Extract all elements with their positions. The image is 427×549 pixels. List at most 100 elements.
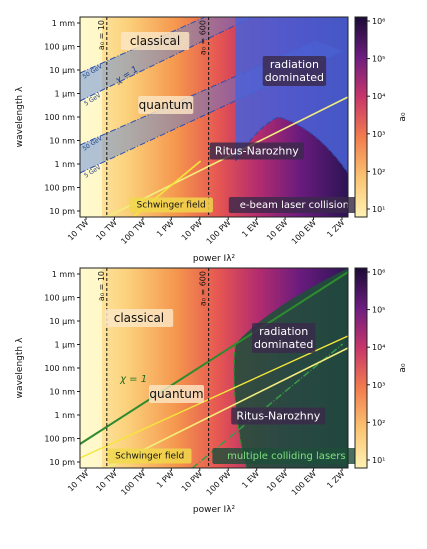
x-tick-label-3: 1 PW (155, 218, 176, 239)
region-label-bg-0 (104, 309, 174, 327)
x-tick-label-4: 10 PW (180, 469, 204, 493)
colorbar-label: a₀ (398, 363, 408, 373)
y-tick-label-2: 10 μm (49, 66, 75, 75)
panel-top: a₀ = 10 a₀ = 600 classical quantum radiation… (15, 16, 408, 264)
vline-label-0: a₀ = 10 (97, 271, 106, 301)
x-axis-label: power Iλ² (193, 254, 236, 264)
x-tick-label-3: 1 PW (155, 469, 176, 490)
region-label-bg-1 (138, 96, 194, 114)
colorbar-tick-label-4: 10² (372, 167, 385, 176)
x-tick-label-2: 100 TW (119, 469, 147, 497)
colorbar-tick-label-0: 10⁶ (372, 268, 385, 277)
x-tick-label-6: 1 EW (240, 218, 261, 239)
colorbar (354, 16, 368, 218)
x-tick-label-1: 10 TW (94, 218, 118, 242)
y-tick-label-6: 1 nm (55, 411, 76, 420)
region-label-bg-2 (262, 56, 327, 86)
x-tick-label-0: 10 TW (66, 218, 90, 242)
x-tick-label-0: 10 TW (66, 469, 90, 493)
x-tick-label-5: 100 PW (205, 218, 233, 246)
region-label-0: classical (114, 311, 164, 325)
chi-label: χ = 1 (119, 374, 147, 385)
y-tick-label-6: 1 nm (55, 160, 76, 169)
colorbar-tick-label-3: 10³ (372, 381, 385, 390)
region-label-bg-5 (212, 448, 361, 464)
region-label-4: Schwinger field (137, 201, 206, 211)
x-tick-label-6: 1 EW (240, 469, 261, 490)
x-tick-label-5: 100 PW (205, 469, 233, 497)
radiation-boundary (234, 116, 348, 174)
low-a0-strip (80, 268, 102, 468)
x-axis-label: power Iλ² (193, 505, 236, 515)
y-tick-label-0: 1 mm (52, 270, 75, 279)
vline-label-0: a₀ = 10 (97, 20, 106, 50)
region-label-3: Ritus-Narozhny (236, 410, 320, 423)
colorbar-tick-label-5: 10¹ (372, 205, 385, 214)
ritus-narozhny-line (106, 347, 348, 468)
region-label-bg-3 (209, 142, 304, 160)
x-tick-label-8: 100 EW (290, 469, 318, 497)
y-tick-label-8: 10 pm (49, 207, 75, 216)
x-tick-label-9: 1 ZW (325, 469, 346, 490)
x-tick-label-8: 100 EW (290, 218, 318, 246)
y-tick-label-1: 100 μm (44, 43, 75, 52)
colorbar-tick-label-1: 10⁵ (372, 55, 385, 64)
y-tick-label-5: 10 nm (49, 137, 75, 146)
colorbar-tick-label-2: 10⁴ (372, 92, 385, 101)
region-label-3: Ritus-Narozhny (215, 145, 299, 158)
x-tick-label-7: 10 EW (265, 218, 290, 243)
y-tick-label-8: 10 pm (49, 458, 75, 467)
colorbar (354, 267, 368, 469)
region-label-bg-1 (148, 385, 204, 403)
vline-label-1: a₀ = 600 (199, 271, 208, 306)
y-tick-label-4: 100 nm (44, 113, 75, 122)
region-label-2: dominated (254, 338, 313, 351)
y-tick-label-3: 1 μm (54, 90, 75, 99)
y-tick-label-2: 10 μm (49, 317, 75, 326)
x-tick-label-1: 10 TW (94, 469, 118, 493)
x-tick-label-2: 100 TW (119, 218, 147, 246)
y-tick-label-7: 100 pm (44, 184, 75, 193)
colorbar-tick-label-2: 10⁴ (372, 343, 385, 352)
low-a0-strip (80, 17, 102, 217)
y-axis-label: wavelength λ (15, 86, 25, 147)
region-label-1: quantum (149, 387, 203, 401)
region-label-2: radiation (259, 325, 308, 338)
region-label-2: dominated (265, 71, 324, 84)
region-label-0: classical (130, 34, 180, 48)
x-tick-label-7: 10 EW (265, 469, 290, 494)
radiation-boundary (233, 343, 247, 468)
y-tick-label-4: 100 nm (44, 364, 75, 373)
colorbar-label: a₀ (398, 112, 408, 122)
y-tick-label-0: 1 mm (52, 19, 75, 28)
colorbar-tick-label-1: 10⁵ (372, 306, 385, 315)
y-tick-label-3: 1 μm (54, 341, 75, 350)
panel-bottom: a₀ = 10 a₀ = 600 classical quantum radiation… (15, 267, 408, 515)
region-label-bg-0 (120, 32, 190, 50)
region-label-bg-5 (228, 197, 360, 213)
region-label-bg-4 (107, 448, 192, 464)
x-tick-label-4: 10 PW (180, 218, 204, 242)
colorbar-tick-label-0: 10⁶ (372, 17, 385, 26)
region-label-1: quantum (139, 98, 193, 112)
band-edge-3 (80, 50, 343, 174)
y-tick-label-5: 10 nm (49, 388, 75, 397)
region-label-5: multiple colliding lasers (227, 451, 346, 462)
region-label-5: e-beam laser collision (240, 200, 349, 211)
region-label-2: radiation (270, 58, 319, 71)
y-axis-label: wavelength λ (15, 337, 25, 398)
region-label-bg-3 (231, 407, 326, 425)
region-label-4: Schwinger field (115, 452, 184, 462)
chi-1-line (80, 271, 348, 445)
colorbar-tick-label-5: 10¹ (372, 456, 385, 465)
schwinger-line (80, 335, 348, 459)
x-tick-label-9: 1 ZW (325, 218, 346, 239)
y-tick-label-7: 100 pm (44, 435, 75, 444)
region-label-bg-2 (251, 323, 316, 353)
colorbar-tick-label-4: 10² (372, 418, 385, 427)
vline-label-1: a₀ = 600 (199, 20, 208, 55)
threshold-line (192, 343, 344, 468)
colorbar-tick-label-3: 10³ (372, 130, 385, 139)
region-label-bg-4 (129, 197, 213, 213)
